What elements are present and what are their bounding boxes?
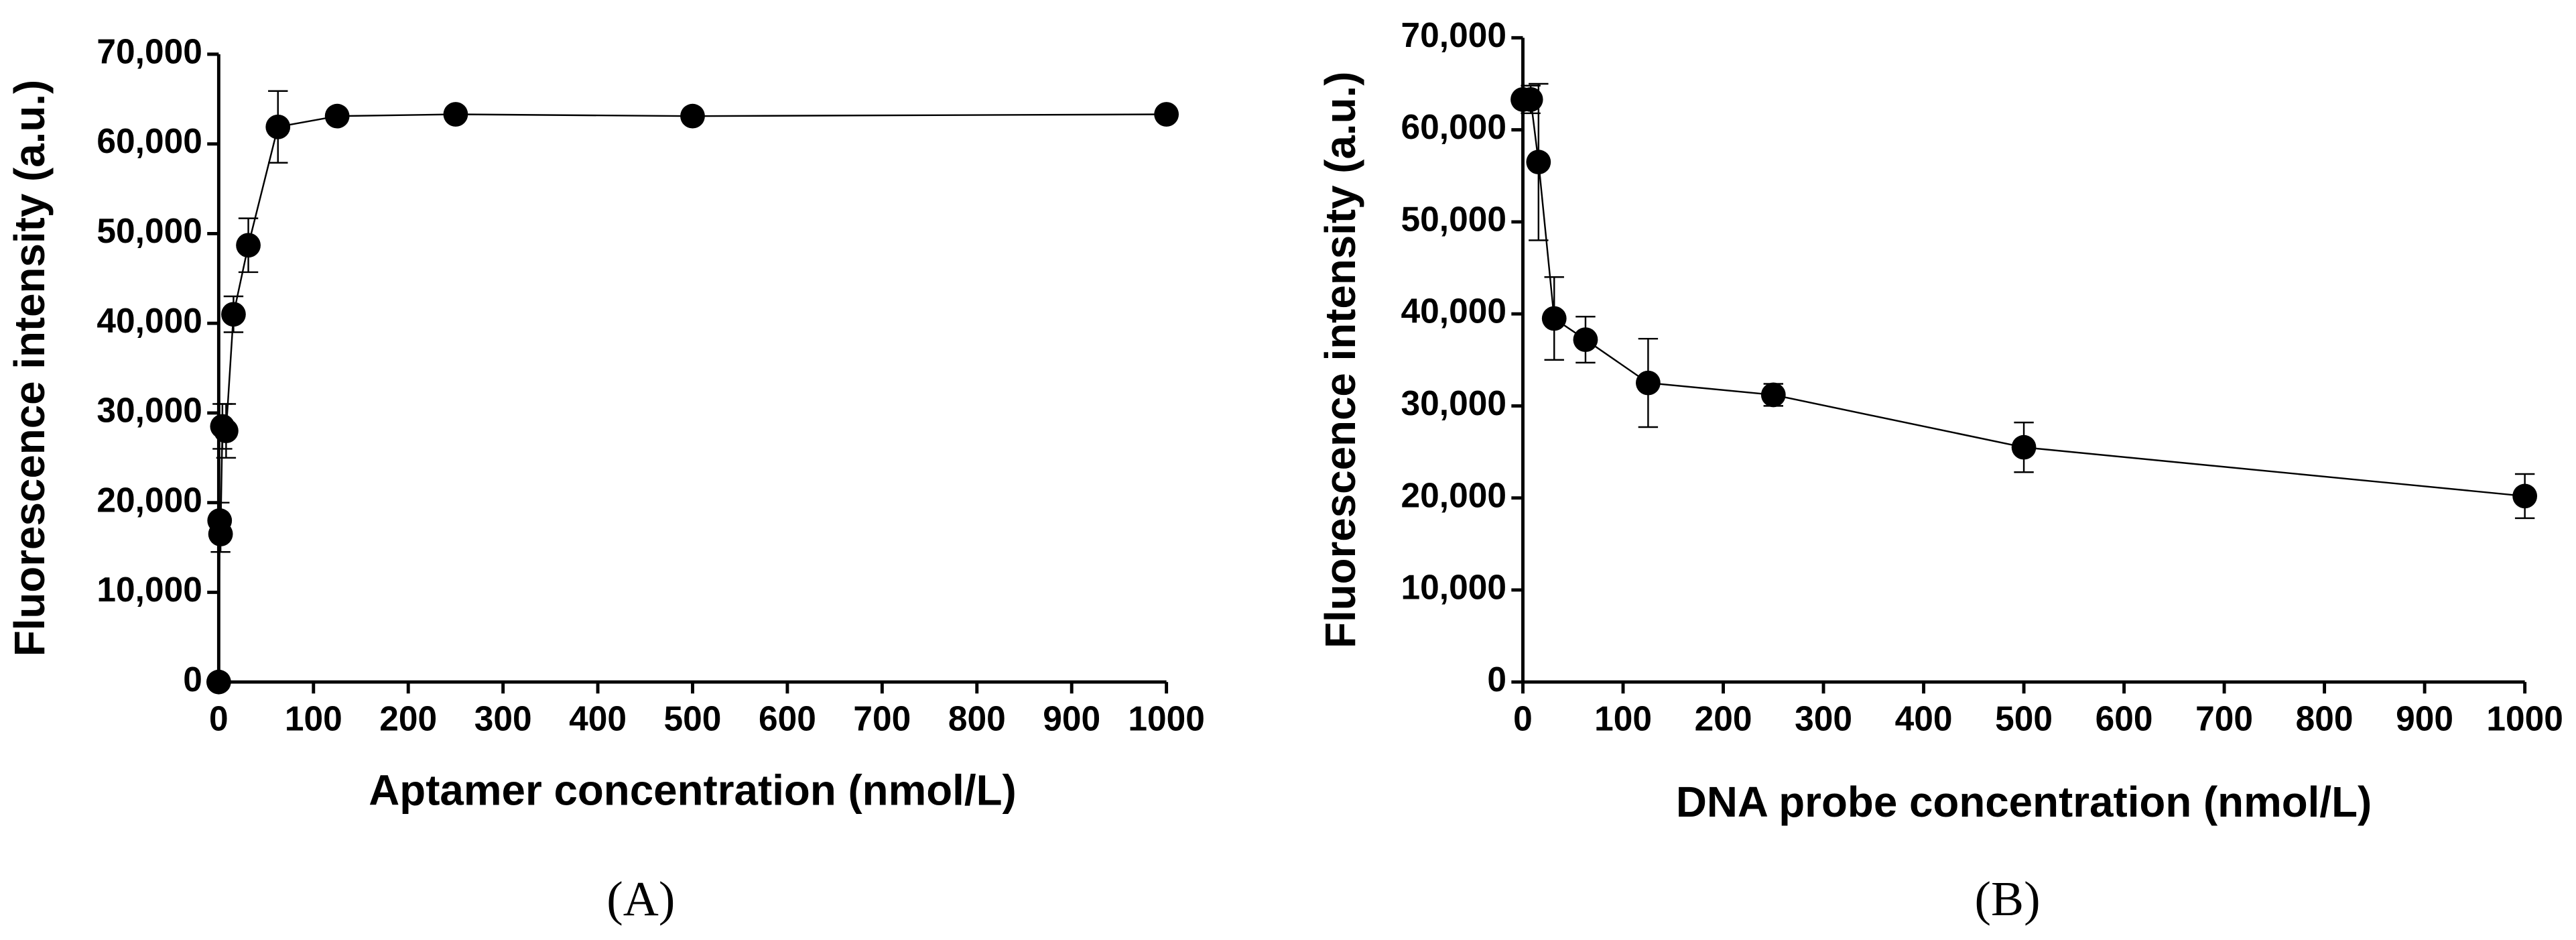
y-axis-title: Fluorescence intensity (a.u.)	[5, 80, 54, 656]
x-tick-label: 900	[2396, 699, 2453, 738]
x-tick-label: 1000	[1128, 699, 1205, 738]
y-tick-label: 20,000	[96, 480, 202, 519]
data-point	[324, 103, 350, 129]
x-tick-label: 100	[1594, 699, 1652, 738]
y-tick-label: 30,000	[96, 391, 202, 430]
y-tick-label: 50,000	[1401, 199, 1506, 238]
x-tick-label: 900	[1043, 699, 1100, 738]
x-tick-label: 400	[569, 699, 627, 738]
data-point	[265, 114, 291, 139]
y-axis-title: Fluorescence intensity (a.u.)	[1316, 72, 1364, 648]
y-tick-label: 60,000	[1401, 107, 1506, 146]
x-tick-label: 300	[1795, 699, 1852, 738]
x-tick-label: 400	[1895, 699, 1953, 738]
x-tick-label: 800	[948, 699, 1006, 738]
x-tick-label: 500	[664, 699, 722, 738]
data-point	[206, 669, 231, 695]
x-tick-label: 700	[853, 699, 911, 738]
y-tick-label: 40,000	[1401, 292, 1506, 331]
x-tick-label: 600	[2096, 699, 2153, 738]
x-tick-label: 500	[1995, 699, 2053, 738]
y-tick-label: 40,000	[96, 301, 202, 340]
data-point	[2512, 483, 2538, 509]
x-tick-label: 700	[2195, 699, 2253, 738]
y-tick-label: 60,000	[96, 121, 202, 160]
x-axis-title: DNA probe concentration (nmol/L)	[1676, 778, 2372, 826]
y-tick-label: 70,000	[96, 32, 202, 70]
data-point	[1636, 370, 1661, 396]
series-line	[218, 113, 1167, 683]
data-point	[214, 418, 239, 444]
data-point	[1760, 382, 1786, 408]
x-tick-label: 300	[474, 699, 532, 738]
x-tick-label: 1000	[2486, 699, 2563, 738]
data-point	[680, 103, 705, 129]
y-tick-label: 0	[1487, 660, 1506, 699]
data-point	[1518, 86, 1543, 112]
y-tick-label: 10,000	[96, 570, 202, 609]
y-tick-label: 50,000	[96, 211, 202, 250]
data-point	[1154, 102, 1179, 127]
x-tick-label: 100	[285, 699, 342, 738]
data-point	[1526, 150, 1551, 175]
data-point	[221, 302, 246, 327]
panel-label: (B)	[1975, 871, 2041, 926]
x-tick-label: 0	[209, 699, 229, 738]
y-tick-label: 70,000	[1401, 15, 1506, 54]
panel-label: (A)	[606, 871, 675, 926]
x-tick-label: 200	[379, 699, 437, 738]
y-tick-label: 10,000	[1401, 568, 1506, 607]
data-point	[236, 233, 261, 258]
data-point	[443, 102, 468, 127]
data-point	[208, 522, 233, 546]
y-tick-label: 0	[183, 660, 202, 699]
x-tick-label: 800	[2296, 699, 2354, 738]
data-point	[1573, 327, 1598, 352]
x-tick-label: 0	[1513, 699, 1533, 738]
x-tick-label: 600	[759, 699, 816, 738]
y-tick-label: 20,000	[1401, 475, 1506, 514]
data-point	[1541, 306, 1567, 331]
data-point	[2011, 434, 2037, 460]
x-tick-label: 200	[1695, 699, 1752, 738]
x-axis-title: Aptamer concentration (nmol/L)	[369, 766, 1016, 815]
y-tick-label: 30,000	[1401, 384, 1506, 422]
